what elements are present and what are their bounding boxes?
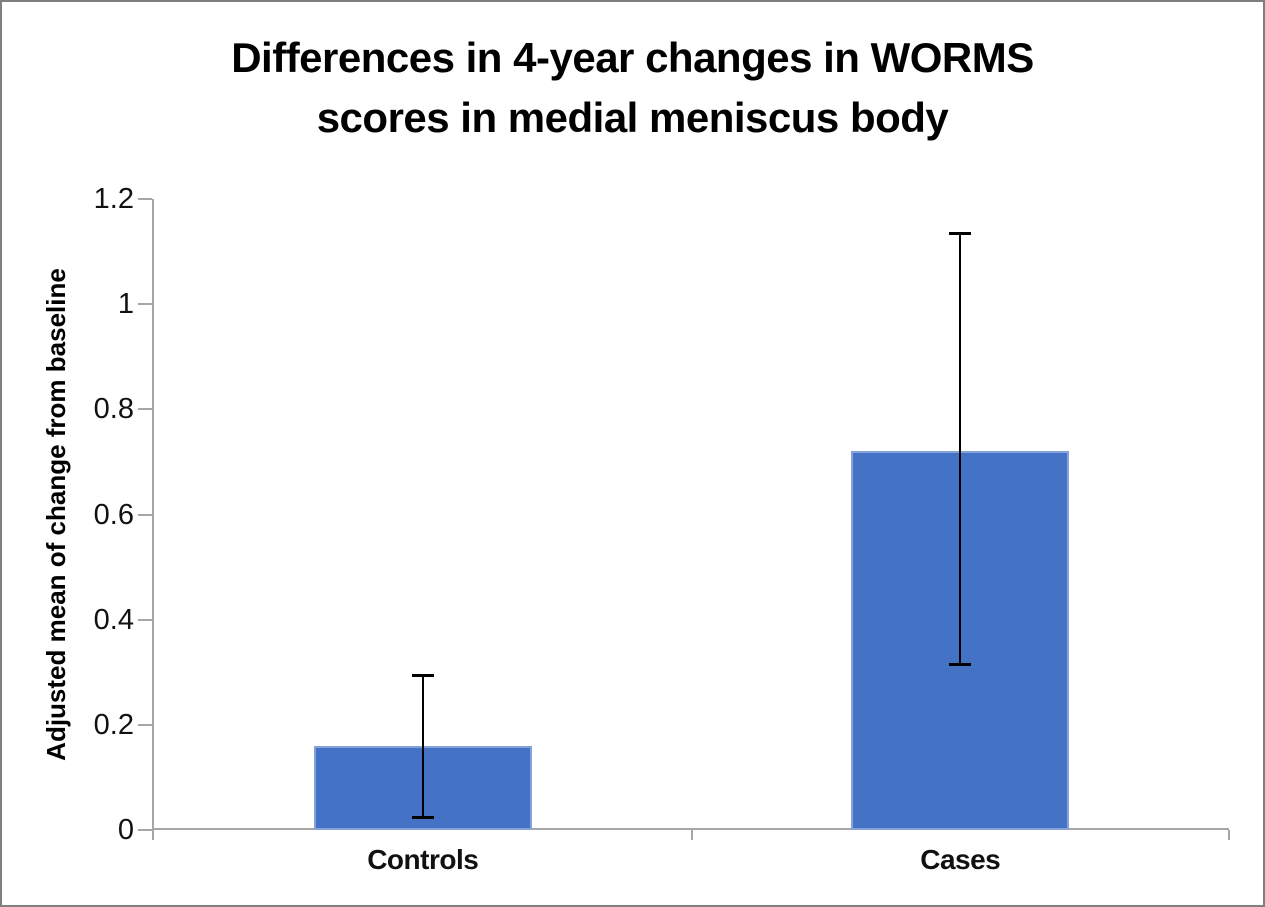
error-bar-cap-bottom: [949, 663, 972, 667]
x-axis-line: [152, 828, 1229, 830]
error-bar-line: [959, 233, 962, 666]
x-axis-tick: [1228, 830, 1230, 840]
x-category-label: Controls: [367, 844, 479, 875]
x-category-label: Cases: [920, 844, 1001, 875]
y-tick-label: 0.8: [93, 393, 134, 426]
chart-title-line-2: scores in medial meniscus body: [316, 94, 949, 141]
y-tick-label: 0: [117, 814, 134, 846]
error-bar-cap-bottom: [411, 815, 434, 819]
chart-title-line-1: Differences in 4-year changes in WORMS: [231, 34, 1034, 81]
y-tick-label: 0.4: [93, 603, 134, 636]
y-tick-label: 0.6: [93, 498, 134, 531]
y-axis-tick: [138, 303, 152, 306]
y-tick-label: 1: [117, 288, 134, 321]
y-axis-line: [152, 199, 154, 840]
y-axis-tick: [138, 408, 152, 411]
y-axis-tick: [138, 198, 152, 200]
x-axis-tick: [690, 830, 693, 840]
error-bar-line: [421, 674, 424, 818]
y-tick-label: 0.2: [93, 708, 134, 741]
chart-title: Differences in 4-year changes in WORMS s…: [2, 28, 1263, 148]
y-tick-label: 1.2: [93, 183, 134, 215]
error-bar-cap-top: [411, 673, 434, 677]
error-bar-cap-top: [949, 232, 972, 236]
y-axis-tick: [138, 723, 152, 726]
y-axis-tick: [138, 829, 152, 831]
y-axis-tick: [138, 618, 152, 621]
y-axis-tick: [138, 513, 152, 516]
